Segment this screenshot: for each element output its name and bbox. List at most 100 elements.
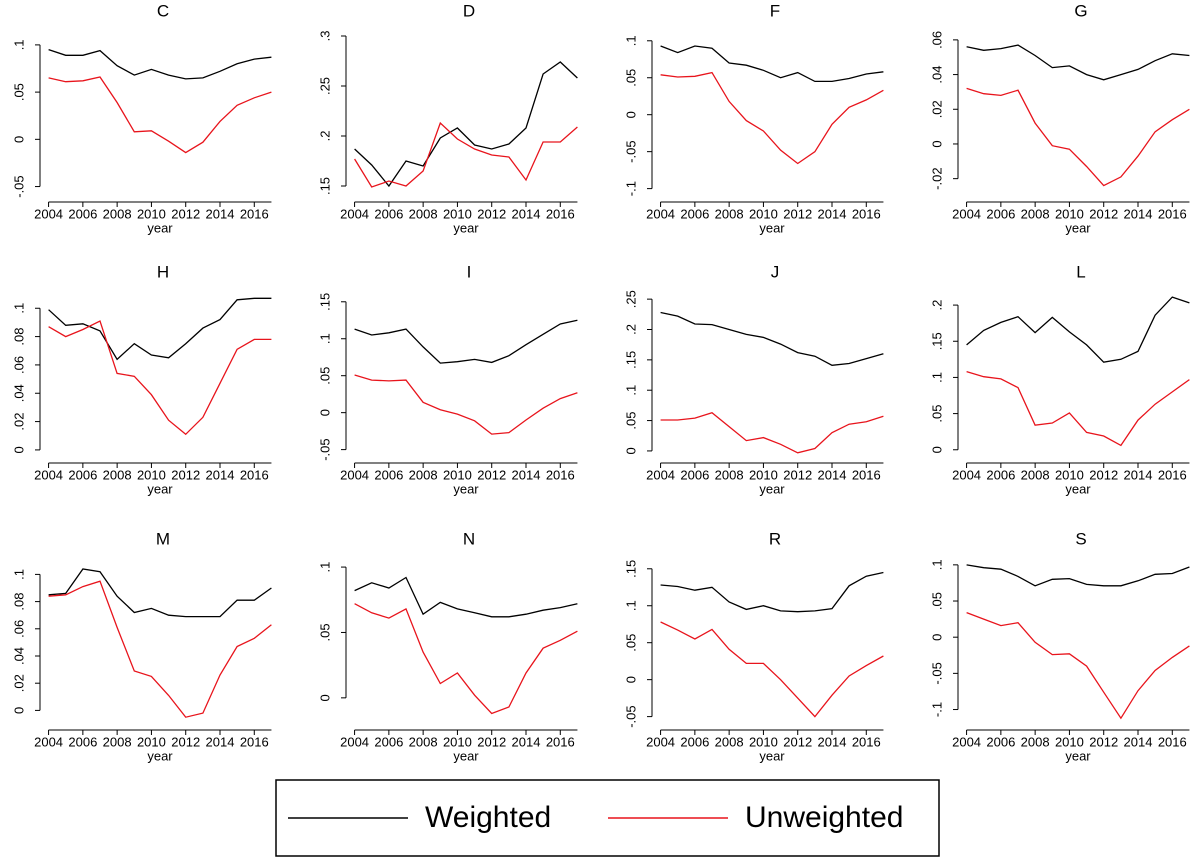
series-line <box>660 71 884 165</box>
y-tick-label: .06 <box>11 356 26 374</box>
x-tick-label: 2004 <box>952 734 981 749</box>
x-tick-label: 2006 <box>986 467 1015 482</box>
y-tick-label: .2 <box>929 300 944 311</box>
series-line <box>660 411 884 454</box>
y-tick-label: .05 <box>929 592 944 610</box>
y-tick-label: .04 <box>929 66 944 84</box>
x-tick-label: 2008 <box>715 206 744 221</box>
x-tick-label: 2006 <box>374 734 403 749</box>
x-axis-title: year <box>1065 748 1091 763</box>
series-line <box>48 297 272 361</box>
x-tick-label: 2012 <box>171 734 200 749</box>
series-line <box>660 45 884 83</box>
x-tick-label: 2014 <box>512 734 541 749</box>
y-tick-label: -.02 <box>929 167 944 189</box>
series-line <box>48 580 272 718</box>
x-tick-label: 2014 <box>206 467 235 482</box>
x-tick-label: 2010 <box>1055 467 1084 482</box>
x-tick-label: 2006 <box>680 467 709 482</box>
x-tick-label: 2014 <box>206 734 235 749</box>
y-tick-label: 0 <box>929 634 944 641</box>
y-tick-label: -.1 <box>929 702 944 717</box>
y-tick-label: .1 <box>623 385 638 396</box>
panel-title: G <box>1074 1 1087 20</box>
x-tick-label: 2004 <box>340 467 369 482</box>
x-tick-label: 2008 <box>409 734 438 749</box>
x-tick-label: 2014 <box>512 467 541 482</box>
y-tick-label: 0 <box>623 676 638 683</box>
y-tick-label: .05 <box>623 412 638 430</box>
legend-label: Unweighted <box>745 801 903 834</box>
x-tick-label: 2006 <box>680 206 709 221</box>
y-tick-label: .04 <box>11 384 26 402</box>
x-tick-label: 2016 <box>546 734 575 749</box>
panel-title: H <box>157 262 169 281</box>
y-tick-label: 0 <box>623 111 638 118</box>
y-tick-label: .02 <box>11 413 26 431</box>
y-tick-label: .1 <box>317 562 332 573</box>
x-tick-label: 2004 <box>340 734 369 749</box>
series-line <box>48 320 272 436</box>
y-tick-label: .2 <box>623 324 638 335</box>
series-line <box>660 311 884 366</box>
x-tick-label: 2008 <box>103 467 132 482</box>
x-tick-label: 2016 <box>240 467 269 482</box>
y-tick-label: .1 <box>11 39 26 50</box>
x-axis-title: year <box>759 220 785 235</box>
panel-title: N <box>463 529 475 548</box>
y-tick-label: 0 <box>11 707 26 714</box>
y-tick-label: .05 <box>317 623 332 641</box>
series-line <box>966 564 1190 587</box>
x-tick-label: 2012 <box>477 734 506 749</box>
x-tick-label: 2010 <box>443 206 472 221</box>
x-tick-label: 2008 <box>715 734 744 749</box>
y-tick-label: .08 <box>11 328 26 346</box>
x-tick-label: 2008 <box>1021 206 1050 221</box>
y-tick-label: .25 <box>623 290 638 308</box>
x-tick-label: 2010 <box>1055 734 1084 749</box>
x-tick-label: 2012 <box>171 206 200 221</box>
y-tick-label: .25 <box>317 77 332 95</box>
x-tick-label: 2004 <box>646 467 675 482</box>
x-axis-title: year <box>759 748 785 763</box>
x-tick-label: 2014 <box>818 734 847 749</box>
series-line <box>966 44 1190 81</box>
panel-title: R <box>769 529 781 548</box>
x-tick-label: 2004 <box>952 206 981 221</box>
series-line <box>48 76 272 154</box>
panel-title: L <box>1076 262 1085 281</box>
y-tick-label: .1 <box>11 303 26 314</box>
x-tick-label: 2012 <box>783 734 812 749</box>
x-tick-label: 2008 <box>715 467 744 482</box>
x-tick-label: 2016 <box>1158 206 1187 221</box>
y-tick-label: .05 <box>11 83 26 101</box>
x-tick-label: 2010 <box>1055 206 1084 221</box>
x-tick-label: 2012 <box>1089 467 1118 482</box>
series-line <box>48 568 272 618</box>
x-tick-label: 2014 <box>1124 206 1153 221</box>
x-tick-label: 2012 <box>477 206 506 221</box>
x-tick-label: 2010 <box>137 734 166 749</box>
y-tick-label: .06 <box>11 620 26 638</box>
panel-title: J <box>771 262 780 281</box>
x-tick-label: 2004 <box>646 206 675 221</box>
y-tick-label: .1 <box>929 559 944 570</box>
y-tick-label: .3 <box>317 31 332 42</box>
series-line <box>354 374 578 435</box>
x-tick-label: 2016 <box>852 734 881 749</box>
x-axis-title: year <box>147 748 173 763</box>
legend-box <box>275 779 940 857</box>
x-axis-title: year <box>453 748 479 763</box>
y-tick-label: .08 <box>11 593 26 611</box>
x-tick-label: 2006 <box>68 467 97 482</box>
y-tick-label: .15 <box>317 293 332 311</box>
x-tick-label: 2008 <box>409 206 438 221</box>
series-line <box>354 61 578 188</box>
y-tick-label: -.1 <box>623 181 638 196</box>
series-line <box>660 621 884 718</box>
x-tick-label: 2006 <box>374 467 403 482</box>
x-tick-label: 2016 <box>852 467 881 482</box>
x-tick-label: 2012 <box>477 467 506 482</box>
panel-title: M <box>156 529 170 548</box>
